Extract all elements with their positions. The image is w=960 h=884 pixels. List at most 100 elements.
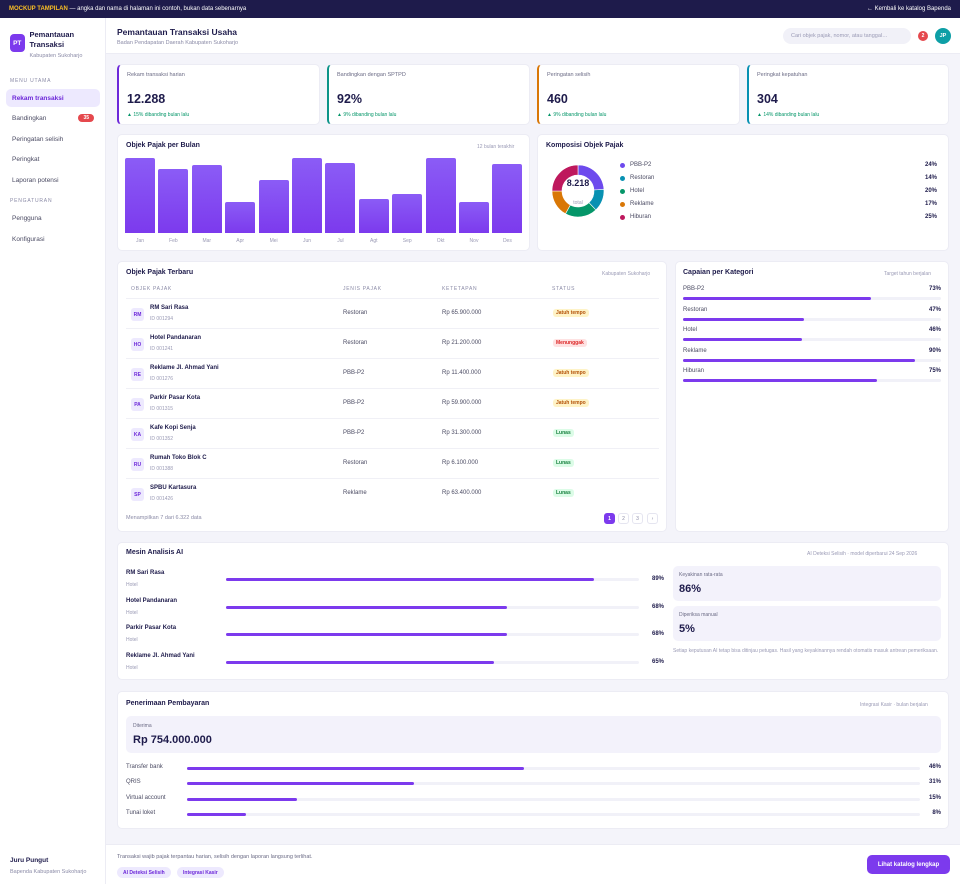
sidebar-item-pengguna[interactable]: Pengguna xyxy=(6,209,100,227)
sidebar-item-rekam-transaksi[interactable]: Rekam transaksi xyxy=(6,89,100,107)
view-catalog-button[interactable]: Lihat katalog lengkap xyxy=(867,855,950,874)
table-row[interactable]: RE Reklame Jl. Ahmad Yani ID 001276 PBB-P2 R… xyxy=(126,358,659,388)
object-id: ID 001294 xyxy=(150,316,174,322)
payment-card xyxy=(117,691,949,829)
achievement-card xyxy=(675,261,949,532)
achievement-track xyxy=(683,338,941,341)
assessment-amount: Rp 59.900.000 xyxy=(442,400,482,406)
bar-nov xyxy=(459,201,489,233)
search-input[interactable]: Cari objek pajak, nomor, atau tanggal… xyxy=(783,28,911,44)
ai-score-pct: 68% xyxy=(651,603,664,610)
user-profile[interactable]: Juru Pungut Bapenda Kabupaten Sukoharjo xyxy=(10,857,86,875)
sidebar-item-peringatan-selisih[interactable]: Peringatan selisih xyxy=(6,130,100,148)
achievement-pct: 90% xyxy=(928,347,941,354)
table-row[interactable]: SP SPBU Kartasura ID 001426 Reklame Rp 63.40… xyxy=(126,478,659,508)
legend-pct: 17% xyxy=(925,201,938,207)
kpi-label: Peringatan selisih xyxy=(547,72,591,78)
confidence-value: 86% xyxy=(679,583,702,595)
assessment-amount: Rp 65.900.000 xyxy=(442,310,482,316)
kpi-value: 460 xyxy=(547,92,568,106)
kpi-delta: ▲ 9% dibanding bulan lalu xyxy=(547,112,607,118)
footer-text: Transaksi wajib pajak terpantau harian, … xyxy=(117,854,313,860)
ai-object-name: Parkir Pasar Kota xyxy=(126,625,177,631)
page-1-button[interactable]: 1 xyxy=(604,513,615,524)
payment-pct: 46% xyxy=(928,764,941,770)
sidebar-item-laporan-potensi[interactable]: Laporan potensi xyxy=(6,171,100,189)
payment-method-label: QRIS xyxy=(126,779,141,786)
achievement-fill xyxy=(683,379,877,382)
legend-dot xyxy=(620,175,625,181)
table-row[interactable]: RU Rumah Toko Blok C ID 001388 Restoran Rp 6… xyxy=(126,448,659,478)
column-header-jenis[interactable]: JENIS PAJAK xyxy=(343,286,382,292)
app-logo: PT xyxy=(10,34,25,52)
tax-type: Reklame xyxy=(343,490,367,496)
chip-integrasi-kasir[interactable]: Integrasi Kasir xyxy=(177,867,224,878)
sidebar-item-label: Laporan potensi xyxy=(12,176,59,184)
composition-title: Komposisi Objek Pajak xyxy=(546,142,624,149)
status-badge: Jatuh tempo xyxy=(553,369,589,377)
brand: PT Pemantauan Transaksi Kabupaten Sukoha… xyxy=(0,18,105,59)
banner-text: — angka dan nama di halaman ini contoh, … xyxy=(69,6,247,12)
bar-agt xyxy=(358,199,389,234)
tax-type: PBB-P2 xyxy=(343,400,365,406)
table-footer-count: Menampilkan 7 dari 6.322 data xyxy=(126,515,202,521)
achievement-track xyxy=(683,297,941,300)
confidence-label: Keyakinan rata-rata xyxy=(679,572,723,578)
object-name: Hotel Pandanaran xyxy=(150,335,202,341)
sidebar-item-bandingkan[interactable]: Bandingkan 35 xyxy=(6,109,100,127)
footer-bar: Transaksi wajib pajak terpantau harian, … xyxy=(106,844,960,884)
page-2-button[interactable]: 2 xyxy=(618,513,629,524)
achievement-track xyxy=(683,358,941,362)
notification-badge[interactable]: 2 xyxy=(918,31,928,41)
month-label: Des xyxy=(502,238,512,244)
column-header-status[interactable]: STATUS xyxy=(552,286,576,292)
table-row[interactable]: PA Parkir Pasar Kota ID 001315 PBB-P2 Rp 59.… xyxy=(126,388,659,418)
payment-pct: 8% xyxy=(932,809,941,816)
kpi-label: Bandingkan dengan SPTPD xyxy=(337,72,406,78)
page-3-button[interactable]: 3 xyxy=(632,513,643,524)
payment-track xyxy=(187,797,920,801)
achievement-label: PBB-P2 xyxy=(683,286,705,292)
column-header-ketetapan[interactable]: KETETAPAN xyxy=(442,286,478,292)
ai-object-name: RM Sari Rasa xyxy=(126,570,165,576)
sidebar-item-konfigurasi[interactable]: Konfigurasi xyxy=(6,230,100,248)
ai-engine-note: AI Deteksi Selisih · model diperbarui 24… xyxy=(807,551,918,557)
kpi-delta: ▲ 9% dibanding bulan lalu xyxy=(337,112,397,118)
object-initials: PA xyxy=(131,398,144,411)
bar-jun xyxy=(292,158,322,233)
payment-track xyxy=(187,812,920,816)
month-label: Jul xyxy=(337,238,344,244)
legend-label: Hotel xyxy=(630,188,645,194)
sidebar-item-label: Peringkat xyxy=(12,155,40,163)
achievement-fill xyxy=(683,297,872,300)
status-badge: Lunas xyxy=(553,459,574,467)
legend-label: Restoran xyxy=(630,175,655,181)
kpi-card-peringkat: Peringkat kepatuhan 304 ▲ 14% dibanding … xyxy=(747,64,949,125)
table-row[interactable]: HO Hotel Pandanaran ID 001241 Restoran Rp 21… xyxy=(126,328,659,358)
achievement-pct: 47% xyxy=(928,306,941,313)
status-badge: Lunas xyxy=(553,489,574,497)
chip-ai-deteksi-selisih[interactable]: AI Deteksi Selisih xyxy=(117,867,171,878)
month-label: Sep xyxy=(402,238,412,244)
assessment-amount: Rp 63.400.000 xyxy=(442,490,482,496)
object-name: SPBU Kartasura xyxy=(150,485,197,491)
sidebar-item-peringkat[interactable]: Peringkat xyxy=(6,150,100,168)
kpi-card-rekam-transaksi: Rekam transaksi harian 12.288 ▲ 15% diba… xyxy=(117,64,320,125)
ai-score-track xyxy=(226,660,639,664)
column-header-objek[interactable]: OBJEK PAJAK xyxy=(131,286,172,292)
user-org: Bapenda Kabupaten Sukoharjo xyxy=(10,869,87,875)
object-id: ID 001315 xyxy=(150,406,174,412)
table-row[interactable]: RM RM Sari Rasa ID 001294 Restoran Rp 65.900… xyxy=(126,298,659,328)
ai-engine-title: Mesin Analisis AI xyxy=(126,549,184,556)
back-to-catalog-link[interactable]: ← Kembali ke katalog Bapenda xyxy=(866,6,951,12)
table-row[interactable]: KA Kafe Kopi Senja ID 001352 PBB-P2 Rp 31.30… xyxy=(126,418,659,448)
achievement-label: Restoran xyxy=(683,306,708,313)
next-page-button[interactable]: › xyxy=(647,513,658,524)
object-initials: RM xyxy=(131,308,144,321)
ai-score-fill xyxy=(226,578,594,581)
kpi-value: 92% xyxy=(337,92,363,106)
object-id: ID 001352 xyxy=(150,436,174,442)
object-initials: KA xyxy=(131,428,144,441)
avatar[interactable]: JP xyxy=(935,28,951,44)
tax-type: PBB-P2 xyxy=(343,370,365,376)
